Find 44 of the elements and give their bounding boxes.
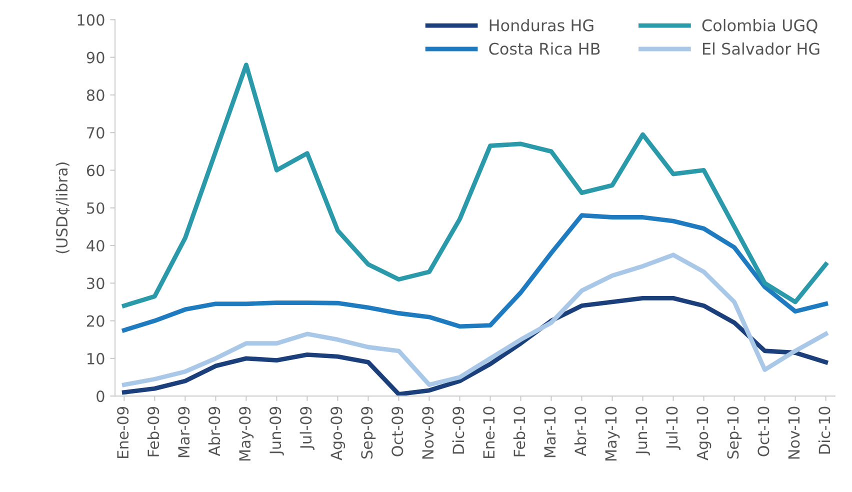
legend-label: Costa Rica HB (489, 42, 600, 55)
x-tick-label: Ene-09 (117, 406, 129, 458)
x-tick-label: Abr-10 (574, 406, 586, 456)
line-series (122, 213, 828, 332)
x-tick-label: May-09 (239, 406, 254, 461)
y-tick-label: 20 (86, 315, 104, 327)
x-tick-label: Abr-09 (208, 406, 220, 456)
line-series (122, 252, 828, 387)
x-tick-label: Sep-10 (727, 406, 742, 459)
y-tick-label: 70 (87, 127, 104, 139)
y-tick-label: 50 (87, 202, 104, 214)
x-tick-label: Nov-10 (788, 406, 800, 459)
x-tick-label: Mar-09 (178, 406, 190, 458)
x-tick-label: Nov-09 (422, 406, 434, 459)
x-tick-label: Ago-10 (696, 406, 712, 460)
x-tick-label: Dic-09 (452, 406, 464, 454)
y-tick-label: 40 (86, 240, 104, 252)
x-tick-label: Feb-10 (513, 406, 526, 456)
legend-label: El Salvador HG (702, 42, 820, 55)
x-tick-label: Dic-10 (818, 406, 830, 454)
x-tick-label: Ago-09 (330, 406, 346, 460)
y-tick-label: 30 (87, 278, 104, 290)
x-tick-label: Jun-10 (636, 406, 650, 456)
legend-label: Colombia UGQ (702, 19, 818, 34)
legend-label: Honduras HG (490, 19, 594, 32)
line-series (122, 296, 828, 396)
x-tick-label: Oct-10 (758, 406, 770, 456)
y-tick-label: 90 (86, 52, 104, 64)
y-tick-label: 100 (78, 14, 104, 26)
x-tick-label: Ene-10 (483, 406, 495, 458)
x-tick-label: Sep-09 (361, 406, 376, 459)
x-tick-label: May-10 (605, 406, 620, 461)
y-axis-title: (USD¢/libra) (56, 162, 70, 254)
y-tick-label: 0 (96, 390, 104, 402)
x-tick-label: Jul-09 (300, 406, 314, 450)
x-tick-label: Jun-09 (270, 406, 284, 456)
line-series (122, 62, 828, 308)
x-tick-label: Oct-09 (392, 406, 404, 456)
y-tick-label: 80 (86, 89, 104, 101)
x-tick-label: Jul-10 (666, 406, 681, 450)
x-tick-label: Mar-10 (544, 406, 556, 458)
x-tick-label: Feb-09 (147, 406, 160, 456)
y-tick-label: 10 (88, 352, 104, 364)
y-tick-label: 60 (86, 164, 104, 176)
